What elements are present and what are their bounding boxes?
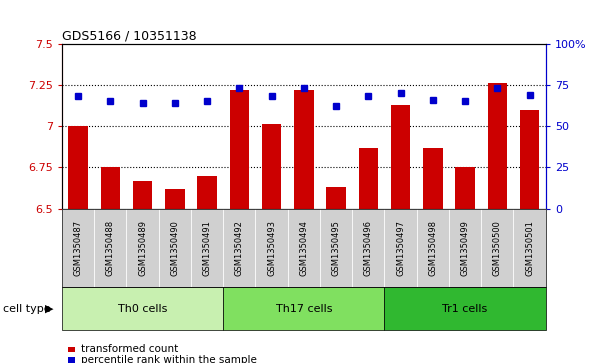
Text: Tr1 cells: Tr1 cells (442, 303, 488, 314)
Text: GSM1350495: GSM1350495 (332, 220, 340, 276)
Text: ▶: ▶ (45, 303, 53, 314)
Text: GSM1350501: GSM1350501 (525, 220, 534, 276)
Text: percentile rank within the sample: percentile rank within the sample (81, 355, 257, 363)
Bar (455, 167, 475, 209)
Bar (198, 176, 217, 209)
Bar (294, 90, 313, 209)
Text: GSM1350490: GSM1350490 (171, 220, 179, 276)
Bar (326, 187, 346, 209)
Bar (423, 148, 442, 209)
Text: transformed count: transformed count (81, 344, 178, 354)
Bar (359, 148, 378, 209)
Bar (165, 189, 185, 209)
Bar (488, 83, 507, 209)
Bar (262, 125, 281, 209)
Bar (68, 126, 88, 209)
Bar (101, 167, 120, 209)
Text: GSM1350489: GSM1350489 (138, 220, 147, 276)
Text: GSM1350497: GSM1350497 (396, 220, 405, 276)
Text: GSM1350499: GSM1350499 (461, 220, 470, 276)
Bar (133, 181, 152, 209)
Text: GSM1350496: GSM1350496 (364, 220, 373, 276)
Text: GSM1350487: GSM1350487 (74, 220, 83, 276)
Text: Th0 cells: Th0 cells (118, 303, 168, 314)
Text: GSM1350492: GSM1350492 (235, 220, 244, 276)
Text: GSM1350498: GSM1350498 (428, 220, 437, 276)
Bar (520, 110, 539, 209)
Text: GSM1350491: GSM1350491 (202, 220, 212, 276)
Text: cell type: cell type (3, 303, 51, 314)
Text: GDS5166 / 10351138: GDS5166 / 10351138 (62, 29, 196, 42)
Text: GSM1350494: GSM1350494 (299, 220, 309, 276)
Bar (230, 90, 249, 209)
Text: GSM1350500: GSM1350500 (493, 220, 502, 276)
Bar (391, 105, 410, 209)
Text: GSM1350493: GSM1350493 (267, 220, 276, 276)
Text: Th17 cells: Th17 cells (276, 303, 332, 314)
Text: GSM1350488: GSM1350488 (106, 220, 115, 276)
